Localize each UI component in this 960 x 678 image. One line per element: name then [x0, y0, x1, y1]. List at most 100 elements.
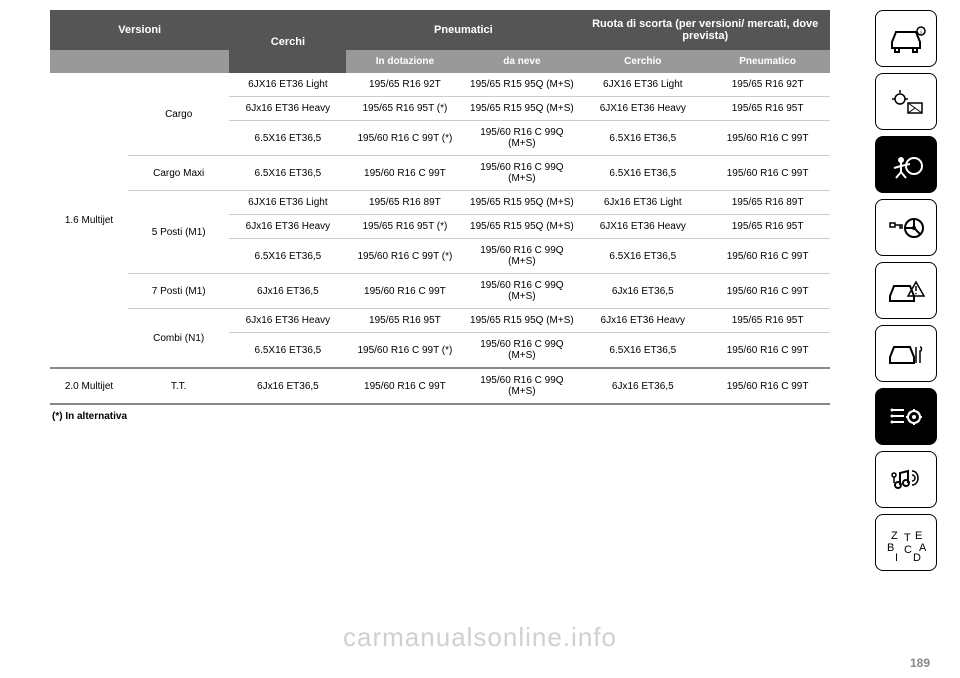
header-dotazione: In dotazione — [346, 50, 463, 73]
cell-cerchi: 6JX16 ET36 Light — [229, 73, 346, 97]
car-warning-icon — [875, 262, 937, 319]
table-row: 7 Posti (M1) 6Jx16 ET36,5 195/60 R16 C 9… — [50, 274, 830, 309]
cell-cerchi: 6Jx16 ET36,5 — [229, 274, 346, 309]
svg-text:T: T — [904, 532, 911, 544]
cell-spare-cerchio: 6Jx16 ET36,5 — [580, 368, 705, 404]
svg-text:C: C — [904, 544, 912, 556]
cell-dotazione: 195/65 R16 95T (*) — [346, 215, 463, 239]
svg-text:E: E — [915, 530, 922, 542]
cell-spare-cerchio: 6Jx16 ET36 Light — [580, 191, 705, 215]
svg-text:I: I — [895, 552, 898, 563]
tire-table-container: Versioni Cerchi Pneumatici Ruota di scor… — [50, 10, 830, 422]
multimedia-icon — [875, 451, 937, 508]
cell-engine: 2.0 Multijet — [50, 368, 128, 404]
cell-variant-7posti: 7 Posti (M1) — [128, 274, 229, 309]
cell-spare-cerchio: 6JX16 ET36 Light — [580, 73, 705, 97]
cell-variant-cargo-maxi: Cargo Maxi — [128, 156, 229, 191]
cell-dotazione: 195/60 R16 C 99T — [346, 156, 463, 191]
cell-engine: 1.6 Multijet — [50, 73, 128, 368]
cell-neve: 195/65 R15 95Q (M+S) — [463, 309, 580, 333]
key-steering-icon — [875, 199, 937, 256]
cell-spare-pneumatico: 195/65 R16 95T — [705, 97, 830, 121]
cell-neve: 195/65 R15 95Q (M+S) — [463, 73, 580, 97]
cell-cerchi: 6Jx16 ET36 Heavy — [229, 309, 346, 333]
cell-spare-cerchio: 6Jx16 ET36,5 — [580, 274, 705, 309]
cell-neve: 195/60 R16 C 99Q (M+S) — [463, 156, 580, 191]
cell-dotazione: 195/60 R16 C 99T (*) — [346, 239, 463, 274]
warning-lights-icon — [875, 73, 937, 130]
cell-spare-pneumatico: 195/60 R16 C 99T — [705, 333, 830, 369]
header-sub-blank-a — [50, 50, 128, 73]
cell-dotazione: 195/65 R16 89T — [346, 191, 463, 215]
cell-neve: 195/65 R15 95Q (M+S) — [463, 97, 580, 121]
cell-spare-pneumatico: 195/60 R16 C 99T — [705, 368, 830, 404]
settings-specs-icon — [875, 388, 937, 445]
cell-dotazione: 195/60 R16 C 99T — [346, 368, 463, 404]
header-ruota-scorta: Ruota di scorta (per versioni/ mercati, … — [580, 10, 830, 50]
table-row: 5 Posti (M1) 6JX16 ET36 Light 195/65 R16… — [50, 191, 830, 215]
cell-neve: 195/60 R16 C 99Q (M+S) — [463, 121, 580, 156]
header-versioni: Versioni — [50, 10, 229, 50]
cell-variant-tt: T.T. — [128, 368, 229, 404]
cell-variant-5posti: 5 Posti (M1) — [128, 191, 229, 274]
cell-neve: 195/65 R15 95Q (M+S) — [463, 191, 580, 215]
cell-spare-pneumatico: 195/60 R16 C 99T — [705, 239, 830, 274]
cell-spare-pneumatico: 195/60 R16 C 99T — [705, 156, 830, 191]
cell-neve: 195/65 R15 95Q (M+S) — [463, 215, 580, 239]
svg-text:D: D — [913, 552, 921, 563]
cell-spare-cerchio: 6Jx16 ET36 Heavy — [580, 309, 705, 333]
cell-dotazione: 195/65 R16 92T — [346, 73, 463, 97]
cell-spare-cerchio: 6.5X16 ET36,5 — [580, 333, 705, 369]
cell-cerchi: 6Jx16 ET36 Heavy — [229, 215, 346, 239]
cell-dotazione: 195/60 R16 C 99T — [346, 274, 463, 309]
cell-dotazione: 195/65 R16 95T — [346, 309, 463, 333]
car-service-icon — [875, 325, 937, 382]
cell-spare-pneumatico: 195/60 R16 C 99T — [705, 274, 830, 309]
cell-variant-combi: Combi (N1) — [128, 309, 229, 369]
cell-spare-pneumatico: 195/60 R16 C 99T — [705, 121, 830, 156]
cell-neve: 195/60 R16 C 99Q (M+S) — [463, 274, 580, 309]
cell-spare-pneumatico: 195/65 R16 92T — [705, 73, 830, 97]
cell-spare-pneumatico: 195/65 R16 95T — [705, 215, 830, 239]
table-row: Cargo Maxi 6.5X16 ET36,5 195/60 R16 C 99… — [50, 156, 830, 191]
header-pneumatici: Pneumatici — [346, 10, 580, 50]
cell-cerchi: 6Jx16 ET36 Heavy — [229, 97, 346, 121]
header-spare-pneumatico: Pneumatico — [705, 50, 830, 73]
cell-spare-cerchio: 6.5X16 ET36,5 — [580, 156, 705, 191]
cell-dotazione: 195/65 R16 95T (*) — [346, 97, 463, 121]
cell-spare-cerchio: 6.5X16 ET36,5 — [580, 121, 705, 156]
cell-spare-cerchio: 6JX16 ET36 Heavy — [580, 215, 705, 239]
table-row: 1.6 Multijet Cargo 6JX16 ET36 Light 195/… — [50, 73, 830, 97]
footnote-text: (*) In alternativa — [50, 405, 830, 422]
header-neve: da neve — [463, 50, 580, 73]
cell-variant-cargo: Cargo — [128, 73, 229, 156]
svg-text:Z: Z — [891, 530, 898, 542]
cell-spare-cerchio: 6.5X16 ET36,5 — [580, 239, 705, 274]
index-icon: ZEBAIDCT — [875, 514, 937, 571]
cell-cerchi: 6Jx16 ET36,5 — [229, 368, 346, 404]
car-front-info-icon: i — [875, 10, 937, 67]
cell-cerchi: 6.5X16 ET36,5 — [229, 239, 346, 274]
cell-cerchi: 6JX16 ET36 Light — [229, 191, 346, 215]
page-number: 189 — [910, 656, 930, 670]
cell-neve: 195/60 R16 C 99Q (M+S) — [463, 333, 580, 369]
header-spare-cerchio: Cerchio — [580, 50, 705, 73]
tire-specification-table: Versioni Cerchi Pneumatici Ruota di scor… — [50, 10, 830, 405]
cell-cerchi: 6.5X16 ET36,5 — [229, 121, 346, 156]
cell-spare-pneumatico: 195/65 R16 89T — [705, 191, 830, 215]
svg-text:B: B — [887, 542, 894, 554]
airbag-safety-icon — [875, 136, 937, 193]
cell-cerchi: 6.5X16 ET36,5 — [229, 156, 346, 191]
cell-neve: 195/60 R16 C 99Q (M+S) — [463, 368, 580, 404]
cell-neve: 195/60 R16 C 99Q (M+S) — [463, 239, 580, 274]
header-cerchi: Cerchi — [229, 10, 346, 73]
cell-dotazione: 195/60 R16 C 99T (*) — [346, 121, 463, 156]
header-sub-blank-b — [128, 50, 229, 73]
cell-spare-cerchio: 6JX16 ET36 Heavy — [580, 97, 705, 121]
cell-spare-pneumatico: 195/65 R16 95T — [705, 309, 830, 333]
svg-text:i: i — [920, 30, 921, 36]
cell-dotazione: 195/60 R16 C 99T (*) — [346, 333, 463, 369]
table-row: Combi (N1) 6Jx16 ET36 Heavy 195/65 R16 9… — [50, 309, 830, 333]
cell-cerchi: 6.5X16 ET36,5 — [229, 333, 346, 369]
table-row: 2.0 Multijet T.T. 6Jx16 ET36,5 195/60 R1… — [50, 368, 830, 404]
